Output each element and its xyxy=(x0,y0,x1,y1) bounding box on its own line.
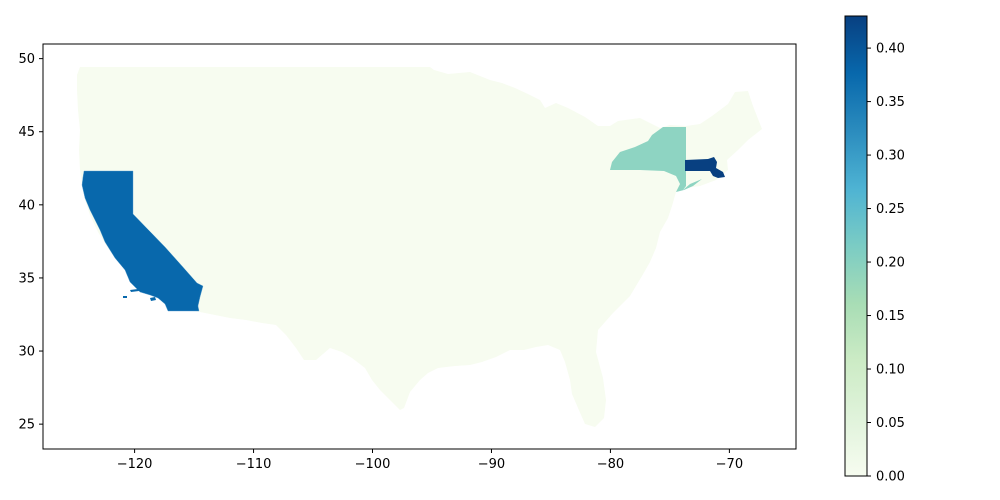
y-tick-label: 50 xyxy=(18,52,35,67)
colorbar-tick-label: 0.15 xyxy=(876,309,905,324)
map-region-new-york xyxy=(610,127,702,192)
x-axis-ticks: −120 −110 −100 −90 −80 −70 xyxy=(117,449,743,472)
y-tick-label: 40 xyxy=(18,198,35,213)
colorbar-tick-label: 0.00 xyxy=(876,470,905,485)
x-tick-label: −110 xyxy=(236,457,272,472)
y-axis-ticks: 25 30 35 40 45 50 xyxy=(18,52,43,433)
colorbar: 0.00 0.05 0.10 0.15 0.20 0.25 0.30 0.35 0.40 xyxy=(844,15,905,485)
colorbar-tick-label: 0.10 xyxy=(876,363,905,378)
x-tick-label: −120 xyxy=(117,457,153,472)
colorbar-tick-label: 0.40 xyxy=(876,42,905,57)
y-tick-label: 30 xyxy=(18,345,35,360)
map-region-california-islands xyxy=(123,289,156,301)
x-tick-label: −100 xyxy=(355,457,391,472)
y-tick-label: 45 xyxy=(18,125,35,140)
x-tick-label: −70 xyxy=(716,457,743,472)
map-region-california xyxy=(81,170,204,312)
y-tick-label: 35 xyxy=(18,271,35,286)
map-axes-frame xyxy=(42,43,797,450)
colorbar-tick-label: 0.30 xyxy=(876,149,905,164)
colorbar-ticks: 0.00 0.05 0.10 0.15 0.20 0.25 0.30 0.35 0.40 xyxy=(867,42,905,485)
y-tick-label: 25 xyxy=(18,418,35,433)
x-tick-label: −80 xyxy=(597,457,624,472)
map-region-massachusetts xyxy=(685,157,725,178)
colorbar-gradient xyxy=(845,16,867,476)
colorbar-tick-label: 0.35 xyxy=(876,95,905,110)
map-region-contiguous-us xyxy=(77,67,762,427)
colorbar-tick-label: 0.05 xyxy=(876,416,905,431)
colorbar-frame xyxy=(844,15,868,477)
x-tick-label: −90 xyxy=(478,457,505,472)
colorbar-tick-label: 0.20 xyxy=(876,256,905,271)
map-axes: −120 −110 −100 −90 −80 −70 25 30 35 40 45 50 xyxy=(18,43,797,472)
colorbar-tick-label: 0.25 xyxy=(876,202,905,217)
